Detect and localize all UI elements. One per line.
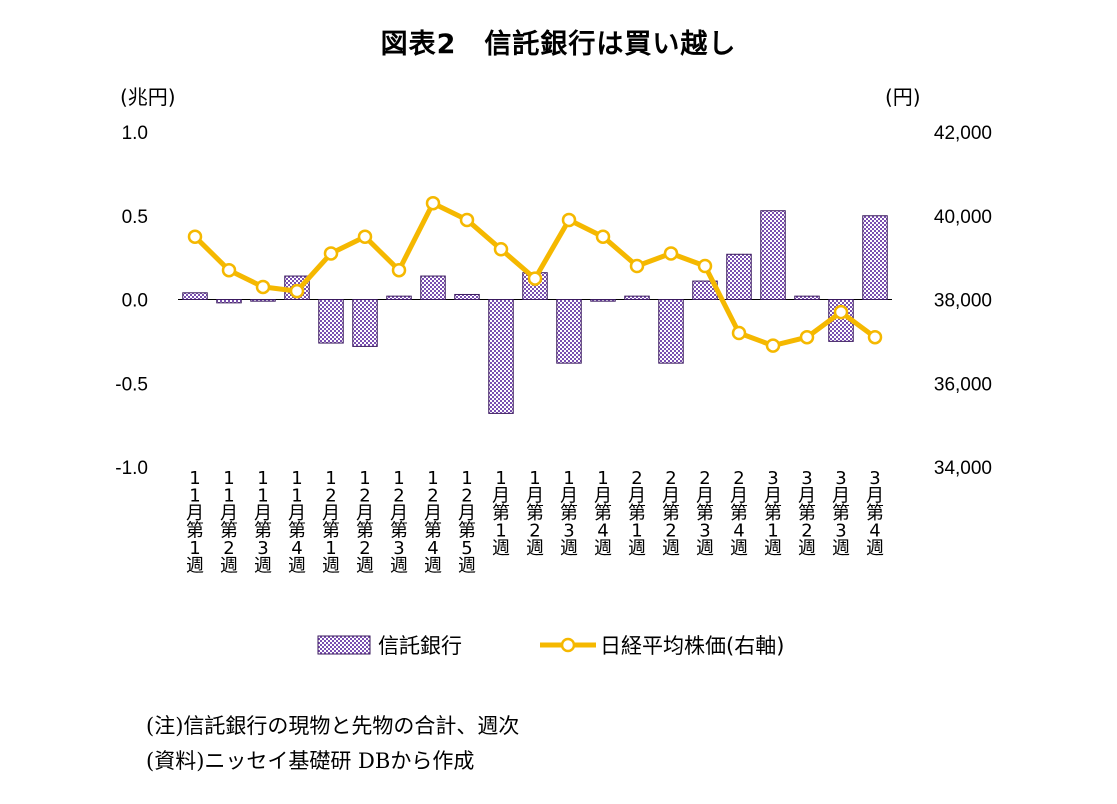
- category-label: 1 1 月第 3 週: [254, 468, 272, 577]
- legend-line-label: 日経平均株価(右軸): [600, 634, 784, 658]
- line-point: [663, 246, 679, 261]
- left-tick-label: 0.0: [122, 291, 148, 312]
- category-label: 1 2 月第 1 週: [322, 468, 340, 577]
- bar: [726, 253, 752, 300]
- chart-title: 図表2 信託銀行は買い越し: [380, 29, 737, 60]
- left-tick-label: -0.5: [115, 374, 148, 395]
- category-label: 1 月第 2 週: [526, 468, 544, 559]
- category-label: 3 月第 2 週: [798, 468, 816, 559]
- category-label: 1 月第 1 週: [492, 468, 510, 559]
- category-label: 1 1 月第 2 週: [220, 468, 238, 577]
- category-label: 3 月第 4 週: [866, 468, 884, 559]
- category-label: 1 2 月第 4 週: [424, 468, 442, 577]
- right-axis-unit: (円): [885, 85, 921, 109]
- right-tick-label: 40,000: [934, 207, 992, 228]
- bar: [386, 295, 412, 300]
- category-label: 2 月第 3 週: [696, 468, 714, 559]
- line-point: [323, 246, 339, 261]
- line-point: [221, 262, 237, 278]
- footnote-source: (資料)ニッセイ基礎研 DBから作成: [146, 749, 475, 773]
- category-label: 3 月第 3 週: [832, 468, 850, 559]
- bar: [250, 299, 276, 302]
- bar: [760, 210, 786, 301]
- category-label: 3 月第 1 週: [764, 468, 782, 559]
- bar: [556, 299, 582, 364]
- line-point: [187, 229, 203, 244]
- line-point: [833, 304, 849, 320]
- footnote-note: (注)信託銀行の現物と先物の合計、週次: [146, 714, 520, 738]
- line-point: [357, 229, 373, 244]
- category-label: 1 1 月第 4 週: [288, 468, 306, 577]
- bar: [488, 299, 514, 414]
- left-tick-label: 0.5: [122, 207, 148, 228]
- line-point: [765, 338, 781, 353]
- right-tick-label: 34,000: [934, 458, 992, 479]
- right-tick-label: 42,000: [934, 123, 992, 144]
- chart-area: (兆円) (円) 1.0 0.5 0.0 -0.5 -1.0 42,000 40,000 3…: [115, 85, 992, 658]
- left-tick-label: 1.0: [122, 123, 148, 144]
- legend-bar-label: 信託銀行: [378, 634, 462, 658]
- line-point: [425, 195, 441, 211]
- category-label: 1 1 月第 1 週: [186, 468, 204, 577]
- category-label: 1 2 月第 5 週: [458, 468, 476, 577]
- category-label: 1 月第 3 週: [560, 468, 578, 559]
- bar: [794, 295, 820, 300]
- bar: [454, 293, 480, 301]
- line-point: [493, 242, 509, 257]
- bar: [420, 275, 446, 300]
- line-point: [867, 329, 883, 345]
- bar: [658, 299, 684, 364]
- bar: [182, 292, 208, 300]
- category-label: 2 月第 4 週: [730, 468, 748, 559]
- line-point: [595, 229, 611, 244]
- left-axis-unit: (兆円): [120, 85, 176, 109]
- category-label: 1 月第 4 週: [594, 468, 612, 559]
- bar: [318, 299, 344, 344]
- line-point: [255, 279, 271, 295]
- line-point: [697, 258, 713, 274]
- right-tick-label: 38,000: [934, 291, 992, 312]
- line-point: [629, 258, 645, 274]
- legend-bar-swatch: [317, 635, 371, 655]
- right-tick-label: 36,000: [934, 374, 992, 395]
- category-label: 1 2 月第 3 週: [390, 468, 408, 577]
- line-point: [527, 271, 543, 286]
- line-point: [561, 212, 577, 228]
- line-point: [289, 283, 305, 299]
- bar: [590, 299, 616, 302]
- line-point: [391, 262, 407, 278]
- legend: 信託銀行 日経平均株価(右軸): [317, 634, 784, 658]
- category-label: 1 2 月第 2 週: [356, 468, 374, 577]
- left-tick-label: -1.0: [115, 458, 148, 479]
- category-label: 2 月第 1 週: [628, 468, 646, 559]
- category-label: 2 月第 2 週: [662, 468, 680, 559]
- legend-line-marker: [560, 637, 576, 653]
- line-point: [731, 325, 747, 341]
- bar: [352, 299, 378, 347]
- line-point: [799, 329, 815, 345]
- line-point: [459, 212, 475, 228]
- bar: [624, 295, 650, 300]
- bar: [862, 215, 888, 300]
- bar: [216, 299, 242, 304]
